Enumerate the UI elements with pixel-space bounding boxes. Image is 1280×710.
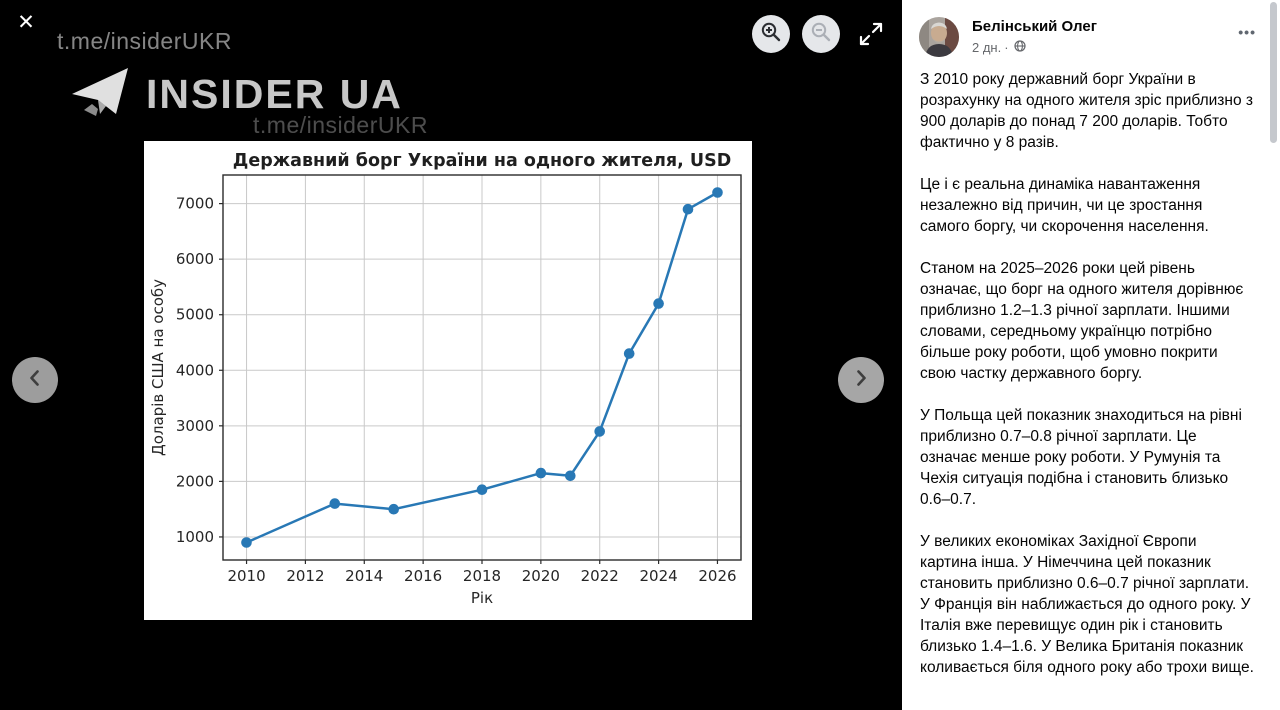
brand-name: INSIDER UA (146, 71, 403, 117)
data-point-marker (712, 187, 723, 198)
x-tick-label: 2026 (698, 567, 736, 585)
telegram-icon (70, 64, 132, 125)
y-tick-label: 3000 (176, 417, 214, 435)
data-point-marker (623, 348, 635, 359)
timestamp: 2 дн. (972, 40, 1002, 55)
more-options-button[interactable]: ••• (1238, 24, 1256, 40)
x-tick-label: 2024 (639, 567, 677, 585)
avatar[interactable] (919, 17, 959, 57)
x-tick-label: 2018 (463, 567, 501, 585)
chevron-right-icon (851, 368, 871, 393)
close-icon[interactable]: ✕ (17, 11, 35, 34)
x-tick-label: 2010 (227, 567, 265, 585)
data-point-marker (476, 484, 488, 496)
data-point-marker (329, 498, 341, 509)
x-axis-label: Рік (471, 589, 493, 607)
chart-title: Державний борг України на одного жителя,… (233, 151, 732, 171)
x-tick-label: 2020 (522, 567, 560, 585)
post-meta[interactable]: 2 дн. · (972, 40, 1026, 55)
data-point-marker (594, 426, 605, 437)
post-paragraph: У Польща цей показник знаходиться на рів… (920, 407, 1242, 508)
globe-privacy-icon (1013, 40, 1026, 55)
data-point-marker (388, 503, 399, 515)
meta-separator: · (1004, 40, 1009, 55)
y-tick-label: 6000 (176, 250, 214, 268)
data-point-marker (535, 467, 547, 479)
data-point-marker (565, 470, 576, 482)
post-panel: Белінський Олег 2 дн. · ••• З 2010 року … (902, 0, 1280, 710)
debt-chart: 2010 2012 2014 2016 2018 2020 2022 2024 2026 1000… (149, 151, 742, 607)
author-name[interactable]: Белінський Олег (972, 18, 1097, 35)
photo-chart-image[interactable]: 2010 2012 2014 2016 2018 2020 2022 2024 2026 1000… (144, 141, 752, 620)
post-paragraph: У великих економіках Західної Європи кар… (920, 533, 1254, 676)
panel-scrollbar-thumb[interactable] (1270, 2, 1277, 143)
data-point-marker (241, 537, 252, 548)
y-tick-label: 2000 (176, 472, 214, 490)
zoom-in-button[interactable] (752, 15, 790, 53)
x-tick-label: 2014 (345, 567, 383, 585)
watermark-url-top: t.me/insiderUKR (57, 28, 232, 54)
zoom-out-button[interactable] (802, 15, 840, 53)
post-paragraph: Це і є реальна динаміка навантаження нез… (920, 176, 1209, 235)
x-tick-label: 2012 (286, 567, 324, 585)
expand-arrows-icon (858, 22, 884, 51)
previous-photo-button[interactable] (12, 357, 58, 403)
post-paragraph: З 2010 року державний борг України в роз… (920, 71, 1254, 151)
data-point-marker (682, 203, 694, 215)
chevron-left-icon (25, 368, 45, 393)
y-axis-label: Доларів США на особу (149, 279, 167, 456)
y-tick-label: 7000 (176, 195, 214, 213)
x-tick-label: 2022 (581, 567, 619, 585)
magnifier-minus-icon (810, 21, 832, 48)
watermark-url-mid: t.me/insiderUKR (253, 112, 428, 138)
magnifier-plus-icon (760, 21, 782, 48)
post-text: З 2010 року державний борг України в роз… (920, 69, 1254, 699)
post-paragraph: Станом на 2025–2026 роки цей рівень озна… (920, 260, 1244, 382)
next-photo-button[interactable] (838, 357, 884, 403)
x-tick-label: 2016 (404, 567, 442, 585)
photo-viewer-stage: ✕ t.me/insiderUKR INSIDER UA t.me/inside… (12, 11, 884, 620)
fullscreen-button[interactable] (858, 21, 884, 47)
data-point-marker (653, 298, 664, 309)
y-tick-label: 1000 (176, 528, 214, 546)
brand-watermark: INSIDER UA (70, 64, 403, 125)
y-tick-label: 5000 (176, 306, 214, 324)
y-tick-label: 4000 (176, 361, 214, 379)
